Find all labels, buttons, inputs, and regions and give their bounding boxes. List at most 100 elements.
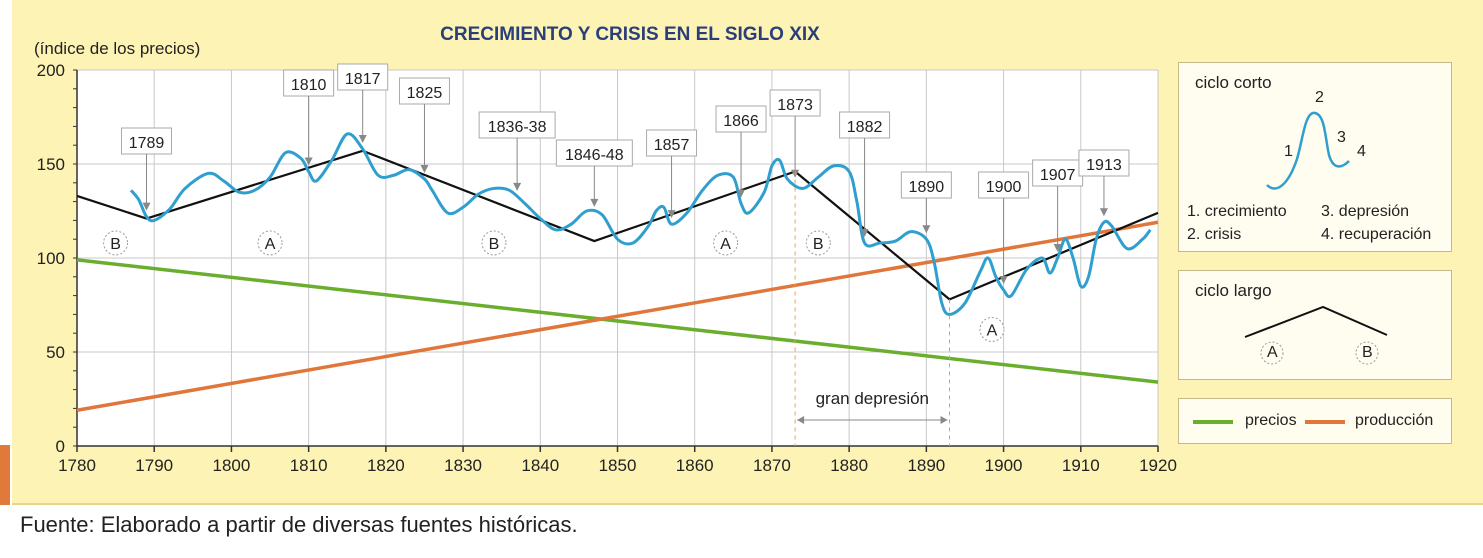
short-cycle-number-3: 3 [1337, 129, 1346, 146]
short-cycle-number-4: 4 [1357, 143, 1366, 160]
phase-circle [481, 230, 507, 256]
year-annotation-label: 1810 [291, 77, 327, 94]
annotation-arrowhead [667, 210, 676, 219]
year-annotation-box [646, 129, 698, 157]
phase-circle [257, 230, 283, 256]
year-annotation-box [715, 105, 767, 133]
year-annotation-box [1078, 149, 1130, 177]
year-annotation-label: 1857 [654, 137, 690, 154]
period-arrowhead-right [940, 416, 948, 424]
series-legend: precios producción [1178, 398, 1452, 444]
year-annotation-label: 1825 [407, 85, 443, 102]
annotation-arrowhead [860, 228, 869, 237]
annotation-arrowhead [420, 165, 429, 174]
year-annotation-label: 1873 [777, 97, 813, 114]
year-annotation-box [283, 69, 335, 97]
year-annotation-box [398, 77, 450, 105]
y-tick-label: 50 [46, 343, 65, 362]
short-cycle-item-2: 2. crisis [1187, 226, 1242, 243]
phase-label: B [110, 236, 121, 253]
long-cycle-legend: ciclo largo A B [1178, 270, 1452, 380]
legend-produccion: producción [1355, 412, 1434, 429]
phase-circle [713, 230, 739, 256]
x-tick-label: 1860 [676, 456, 714, 475]
x-tick-label: 1840 [521, 456, 559, 475]
year-annotation-box [555, 139, 633, 167]
x-tick-label: 1920 [1139, 456, 1177, 475]
y-tick-label: 100 [37, 249, 65, 268]
short-cycle-legend: ciclo corto 1 2 3 4 1. crecimiento 3. de… [1178, 62, 1452, 252]
y-tick-label: 150 [37, 155, 65, 174]
x-tick-label: 1800 [213, 456, 251, 475]
short-cycle-diagram [1266, 111, 1350, 190]
short-cycle-number-2: 2 [1315, 89, 1324, 106]
phase-circle [979, 316, 1005, 342]
year-annotation-label: 1900 [986, 179, 1022, 196]
phase-label: B [489, 236, 500, 253]
annotation-arrowhead [590, 198, 599, 207]
period-label: gran depresión [816, 389, 929, 408]
chart-title: CRECIMIENTO Y CRISIS EN EL SIGLO XIX [440, 24, 820, 45]
annotation-arrowhead [999, 275, 1008, 284]
y-tick-label: 200 [37, 61, 65, 80]
y-axis-label: (índice de los precios) [34, 39, 200, 58]
short-cycle-number-1: 1 [1284, 143, 1293, 160]
year-annotation-label: 1789 [129, 135, 165, 152]
year-annotation-box [337, 63, 389, 91]
long-cycle-phase-a: A [1267, 344, 1278, 361]
year-annotation-label: 1817 [345, 71, 381, 88]
produccion-line [76, 220, 1159, 413]
x-tick-label: 1900 [985, 456, 1023, 475]
short-cycle-item-1: 1. crecimiento [1187, 203, 1287, 220]
short-cycle-item-4: 4. recuperación [1321, 226, 1432, 243]
series-legend-swatches [1193, 420, 1345, 424]
phase-label: B [813, 236, 824, 253]
long-cycle-phase-b: B [1362, 344, 1373, 361]
annotation-arrowhead [1053, 244, 1062, 252]
year-annotation-label: 1907 [1040, 167, 1076, 184]
long-cycle-title: ciclo largo [1195, 281, 1272, 300]
x-tick-label: 1890 [907, 456, 945, 475]
annotation-arrowhead [922, 225, 931, 234]
phase-circle [805, 230, 831, 256]
x-tick-label: 1850 [599, 456, 637, 475]
y-tick-label: 0 [56, 437, 65, 456]
long-cycle-diagram [1244, 305, 1388, 365]
x-tick-label: 1870 [753, 456, 791, 475]
year-annotation-box [978, 171, 1030, 199]
short-cycle-item-3: 3. depresión [1321, 203, 1410, 220]
x-tick-label: 1790 [135, 456, 173, 475]
year-annotation-box [900, 171, 952, 199]
edge-strip [0, 445, 10, 505]
annotation-arrowhead [1099, 208, 1108, 217]
annotation-arrowhead [142, 202, 151, 211]
legend-precios: precios [1245, 412, 1297, 429]
annotation-arrowhead [304, 157, 313, 166]
precios-line [76, 258, 1159, 384]
x-tick-label: 1820 [367, 456, 405, 475]
phase-label: A [987, 322, 998, 339]
annotation-arrowhead [358, 134, 367, 143]
year-annotation-box [478, 111, 556, 139]
x-tick-label: 1910 [1062, 456, 1100, 475]
year-annotation-label: 1913 [1086, 157, 1122, 174]
annotation-arrowhead [737, 189, 746, 198]
x-tick-label: 1830 [444, 456, 482, 475]
x-tick-label: 1810 [290, 456, 328, 475]
source-note: Fuente: Elaborado a partir de diversas f… [20, 512, 578, 537]
phase-label: A [265, 236, 276, 253]
year-annotation-label: 1890 [909, 179, 945, 196]
period-arrowhead-left [797, 416, 805, 424]
short-cycle-title: ciclo corto [1195, 73, 1272, 92]
annotation-arrowhead [513, 182, 522, 191]
year-annotation-label: 1866 [723, 113, 759, 130]
year-annotation-label: 1846-48 [565, 147, 624, 164]
year-annotation-label: 1836-38 [488, 119, 547, 136]
phase-circle [103, 230, 129, 256]
year-annotation-label: 1882 [847, 119, 883, 136]
phase-label: A [720, 236, 731, 253]
price-index-line [129, 132, 1152, 316]
year-annotation-box [769, 89, 821, 117]
x-tick-label: 1780 [58, 456, 96, 475]
